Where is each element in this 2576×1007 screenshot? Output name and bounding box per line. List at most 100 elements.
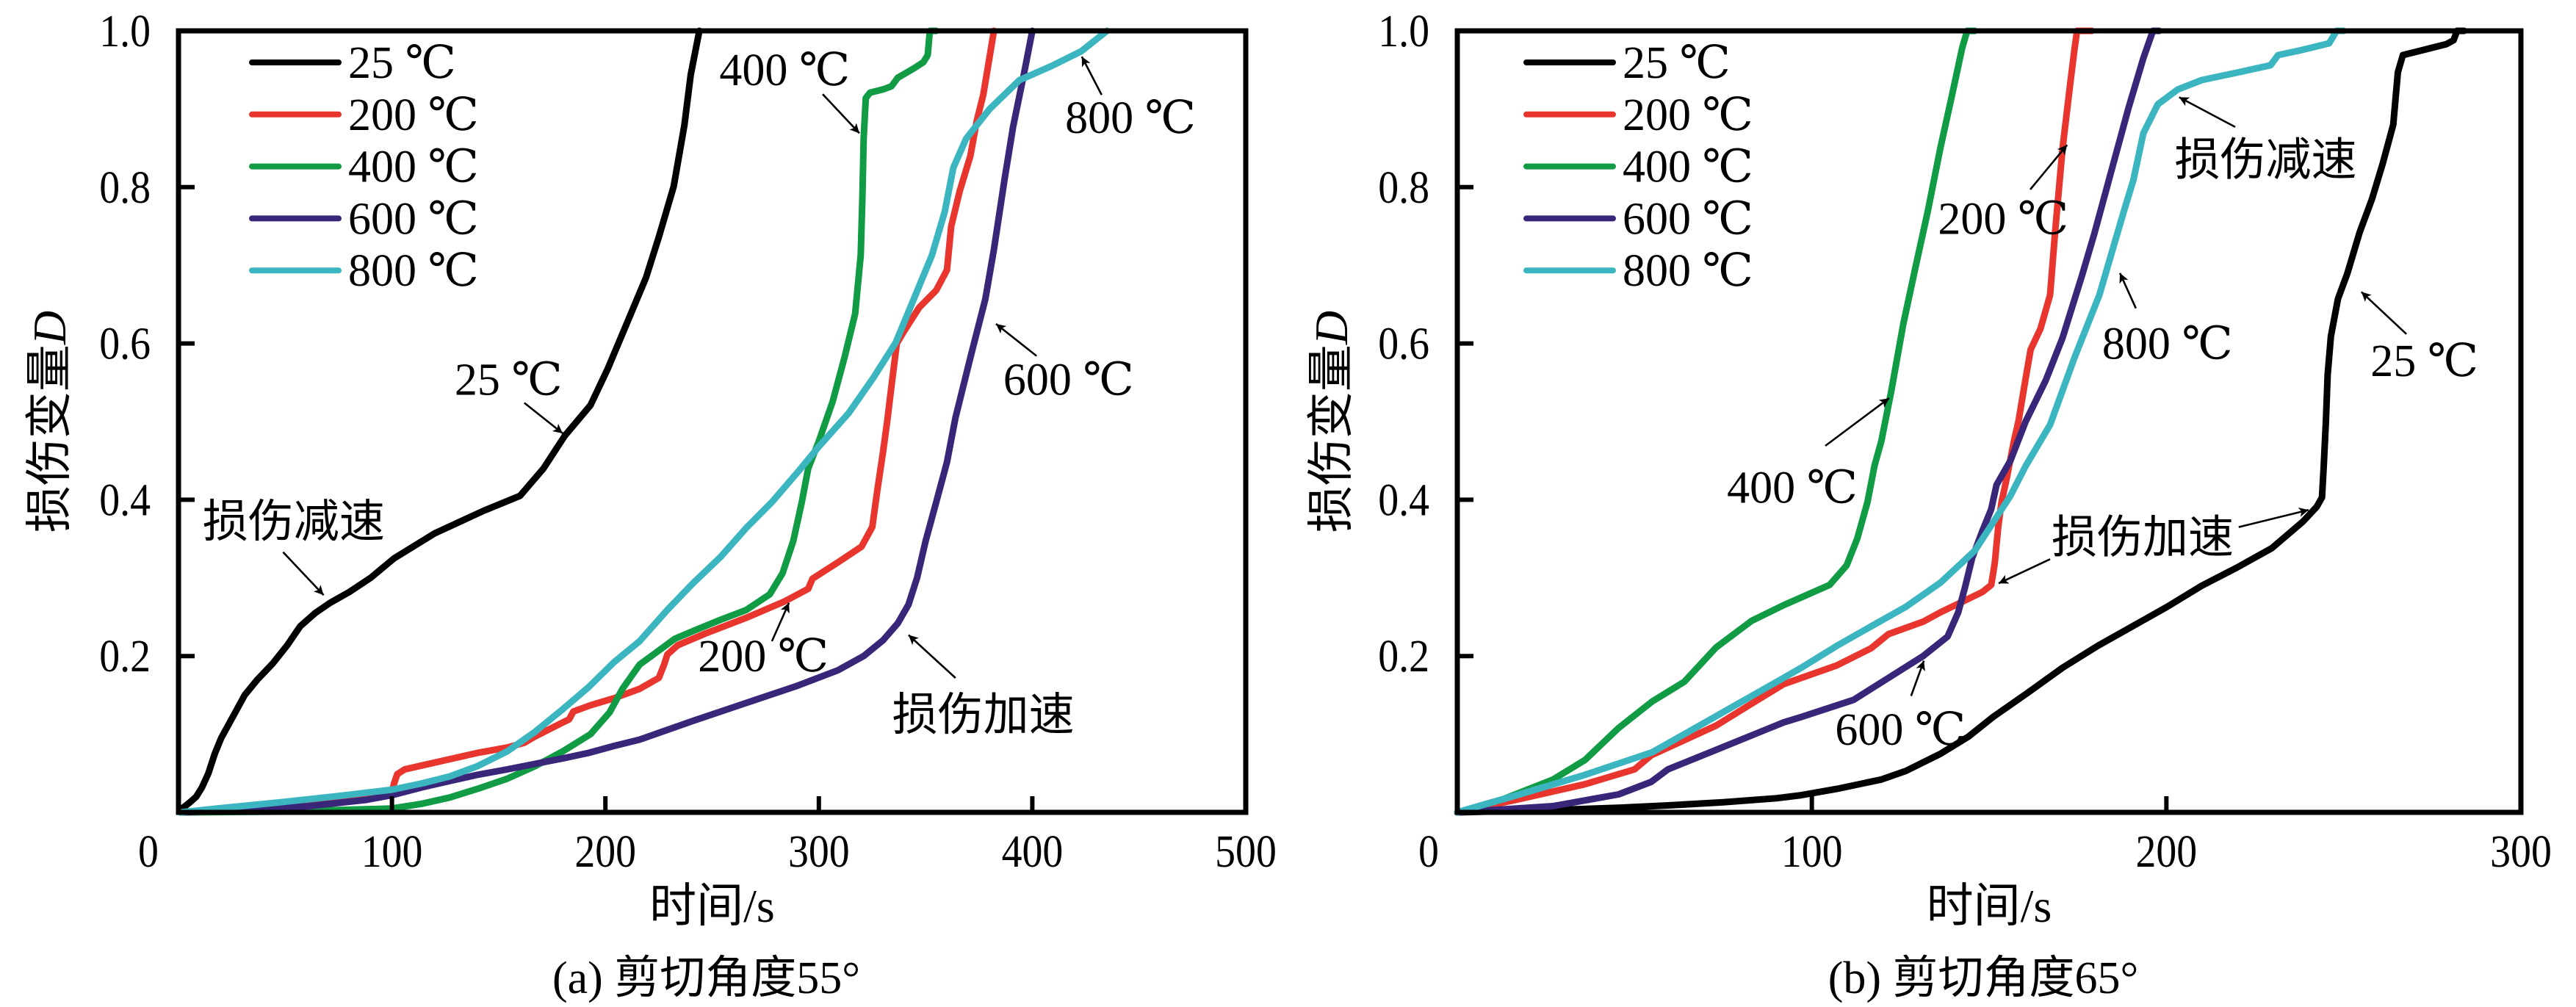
legend-item: 25 ℃	[249, 38, 456, 88]
y-tick-label: 0.8	[1378, 162, 1429, 212]
annotation-label: 200 ℃	[698, 632, 829, 682]
legend-item: 400 ℃	[249, 142, 479, 192]
y-tick-label: 0.4	[1378, 474, 1429, 525]
legend-item: 400 ℃	[1523, 142, 1753, 192]
legend-item: 600 ℃	[249, 194, 479, 244]
plot-area	[1454, 27, 2468, 816]
legend-item: 600 ℃	[1523, 194, 1753, 244]
annotation-label: 25 ℃	[2370, 336, 2478, 386]
series-line-200c	[177, 27, 997, 816]
annotation: 200 ℃	[1938, 144, 2068, 244]
annotation-arrow	[1998, 558, 2051, 585]
annotation: 400 ℃	[719, 46, 860, 134]
x-tick-label: 400	[1002, 826, 1064, 876]
annotation-arrow	[1825, 397, 1890, 447]
annotation: 25 ℃	[455, 355, 563, 435]
legend-label: 25 ℃	[1623, 38, 1731, 88]
annotation-label: 损伤减速	[203, 497, 385, 547]
x-tick-label: 200	[574, 826, 636, 876]
annotation: 损伤减速	[2174, 96, 2357, 186]
annotation-label: 600 ℃	[1003, 355, 1134, 405]
plot-frame	[176, 28, 1249, 815]
annotation-label: 400 ℃	[1727, 463, 1858, 513]
annotation: 600 ℃	[995, 322, 1134, 405]
legend-item: 200 ℃	[1523, 90, 1753, 140]
series-line-400c	[1454, 27, 1979, 816]
chart-panel-a: 0 100 200 300 400 500 0.2 0.4 0.6 0.8 1.0 时间/s 损伤变量D…	[24, 5, 1277, 1003]
y-axis-title: 损伤变量D	[1305, 311, 1357, 533]
annotation-label: 损伤加速	[2052, 513, 2234, 563]
y-tick-label: 0.8	[99, 162, 151, 212]
annotation: 200 ℃	[698, 602, 829, 682]
legend-label: 600 ℃	[1623, 194, 1753, 244]
annotation-label: 800 ℃	[2102, 320, 2233, 369]
legend-label: 25 ℃	[348, 38, 456, 88]
x-tick-label: 0	[1418, 826, 1439, 876]
legend-label: 600 ℃	[348, 194, 479, 244]
annotation-label: 25 ℃	[455, 355, 563, 405]
series-line-400c	[177, 27, 940, 816]
annotation: 600 ℃	[1835, 660, 1966, 755]
series-line-600c	[1454, 27, 2163, 816]
series-line-800c	[1454, 27, 2348, 816]
legend-label: 400 ℃	[348, 142, 479, 192]
plot-area	[177, 27, 1111, 816]
annotation-arrow	[2029, 144, 2068, 190]
legend-item: 800 ℃	[249, 246, 479, 296]
x-axis-title: 时间/s	[1927, 880, 2052, 932]
y-axis-title-text: 损伤变量	[1305, 344, 1357, 533]
annotation-arrow	[1080, 56, 1103, 95]
plot-frame	[1454, 28, 2524, 815]
y-axis-title-symbol: D	[1305, 311, 1357, 345]
annotation-arrow	[282, 551, 325, 596]
annotation-arrow	[523, 402, 563, 435]
annotations: 200 ℃ 400 ℃ 损伤减速 800 ℃ 25 ℃ 损伤加速 600 ℃	[1727, 96, 2478, 755]
y-tick-label: 0.2	[1378, 630, 1429, 681]
annotation: 损伤加速	[892, 634, 1075, 740]
x-tick-label: 300	[788, 826, 850, 876]
x-tick-label: 100	[1781, 826, 1843, 876]
annotation-arrow	[2118, 272, 2137, 309]
annotation-arrow	[908, 634, 956, 679]
series-line-200c	[1454, 27, 2096, 816]
x-axis-title: 时间/s	[649, 880, 775, 932]
y-tick-label: 0.6	[99, 318, 151, 369]
annotation-arrow	[995, 322, 1038, 357]
legend-label: 800 ℃	[348, 246, 479, 296]
legend-item: 800 ℃	[1523, 246, 1753, 296]
subfigure-caption: (b) 剪切角度65°	[1828, 953, 2139, 1003]
legend-label: 400 ℃	[1623, 142, 1753, 192]
y-tick-label: 0.4	[99, 474, 151, 525]
y-axis-title-symbol: D	[24, 311, 76, 345]
annotation: 800 ℃	[2102, 272, 2233, 369]
annotation-label: 损伤加速	[892, 690, 1075, 740]
annotation-arrow	[2179, 96, 2236, 129]
annotation: 损伤加速	[1998, 507, 2309, 585]
annotation-arrow	[1910, 660, 1925, 696]
annotation-label: 损伤减速	[2174, 136, 2356, 186]
x-tick-label: 300	[2490, 826, 2552, 876]
y-axis-title: 损伤变量D	[24, 311, 76, 533]
x-tick-label: 200	[2135, 826, 2197, 876]
series-line-25c	[178, 27, 703, 813]
chart-panel-b: 0 100 200 300 0.2 0.4 0.6 0.8 1.0 时间/s 损伤变量D (b) 剪切…	[1305, 5, 2552, 1003]
legend-label: 200 ℃	[1623, 90, 1753, 140]
legend-item: 25 ℃	[1523, 38, 1731, 88]
annotations: 400 ℃ 800 ℃ 25 ℃ 600 ℃ 损伤减速 200 ℃ 损伤加速	[203, 46, 1196, 740]
annotation-arrow	[771, 602, 790, 642]
y-axis-title-text: 损伤变量	[24, 344, 76, 533]
annotation: 400 ℃	[1727, 397, 1890, 513]
x-tick-label: 100	[361, 826, 423, 876]
series-line-600c	[177, 27, 1036, 816]
series-line-800c	[177, 27, 1111, 816]
annotation: 800 ℃	[1065, 56, 1196, 143]
series-line-25c	[1454, 27, 2468, 816]
annotation-arrow	[2360, 291, 2407, 335]
y-tick-label: 1.0	[99, 5, 151, 56]
annotation: 损伤减速	[203, 497, 385, 596]
y-tick-label: 1.0	[1378, 5, 1429, 56]
